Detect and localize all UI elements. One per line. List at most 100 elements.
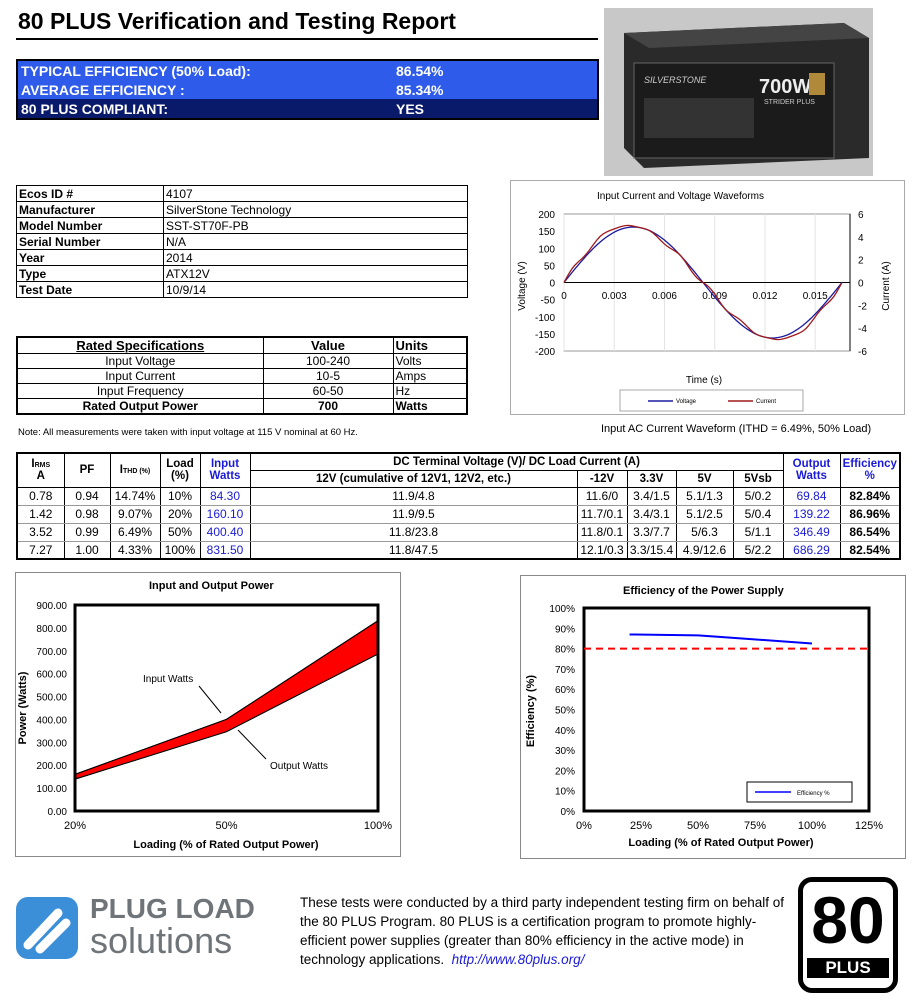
table-cell: 7.27 (16, 540, 65, 560)
table-cell: 5/0.2 (732, 486, 784, 506)
info-label: Manufacturer (16, 201, 164, 218)
col-header: Rated Specifications (16, 336, 264, 354)
y-tick-label: 900.00 (36, 601, 67, 612)
y-tick-label: 100 (538, 244, 555, 255)
y2-tick-label: 4 (858, 233, 864, 244)
x-axis-label: Time (s) (686, 375, 722, 386)
info-value: N/A (163, 233, 468, 250)
table-cell: 5/0.4 (732, 504, 784, 524)
spec-row: Input Voltage 100-240 Volts (16, 353, 468, 369)
table-cell: 82.84% (839, 486, 901, 506)
y-tick-label: 150 (538, 227, 555, 238)
table-cell: 5/1.1 (732, 522, 784, 542)
table-cell: 5/6.3 (675, 522, 734, 542)
test-results-table: IRMS A PF ITHD (%) Load (%) Input Watts D… (16, 452, 901, 560)
spec-row: Input Current 10-5 Amps (16, 368, 468, 384)
table-cell: 11.8/47.5 (249, 540, 578, 560)
x-axis-label: Loading (% of Rated Output Power) (628, 837, 813, 849)
badge-number: 80 (811, 883, 885, 957)
ithd-header: ITHD (%) (119, 464, 151, 477)
website-link[interactable]: http://www.80plus.org/ (451, 952, 585, 967)
y-tick-label: 700.00 (36, 647, 67, 658)
info-label: Test Date (16, 281, 164, 298)
y-tick-label: 0.00 (48, 807, 68, 818)
y-tick-label: 50 (544, 261, 556, 272)
table-cell: 11.6/0 (576, 486, 628, 506)
summary-box: TYPICAL EFFICIENCY (50% Load): 86.54% AVE… (16, 59, 599, 120)
x-tick-label: 50% (215, 820, 237, 832)
table-cell: 82.54% (839, 540, 901, 560)
psu-image: SILVERSTONE 700W STRIDER PLUS (624, 23, 869, 168)
table-cell: 0.94 (63, 486, 111, 506)
table-cell: 4.9/12.6 (675, 540, 734, 560)
y-axis-label: Power (Watts) (17, 671, 29, 744)
table-cell: 11.8/23.8 (249, 522, 578, 542)
summary-label: AVERAGE EFFICIENCY : (21, 81, 185, 98)
info-value: ATX12V (163, 265, 468, 282)
y-tick-label: 200.00 (36, 761, 67, 772)
table-cell: 831.50 (199, 540, 251, 560)
table-cell: 3.4/1.5 (626, 486, 677, 506)
x-tick-label: 125% (855, 820, 883, 832)
series-efficiency-line (629, 633, 813, 645)
table-cell: 11.9/4.8 (249, 486, 578, 506)
summary-label: TYPICAL EFFICIENCY (50% Load): (21, 62, 251, 79)
table-cell: 14.74% (109, 486, 161, 506)
table-cell: 0.98 (63, 504, 111, 524)
table-row: 7.27 1.00 4.33% 100% 831.50 11.8/47.5 12.1/0.3… (16, 540, 901, 560)
chart-title: Input Current and Voltage Waveforms (597, 191, 764, 202)
spec-cell: Input Current (16, 368, 264, 384)
info-label: Ecos ID # (16, 185, 164, 202)
table-cell: 4.33% (109, 540, 161, 560)
y-tick-label: -100 (535, 313, 555, 324)
table-cell: 11.9/9.5 (249, 504, 578, 524)
info-label: Year (16, 249, 164, 266)
y2-tick-label: 0 (858, 279, 864, 290)
table-cell: 5.1/2.5 (675, 504, 734, 524)
y2-tick-label: -6 (858, 347, 867, 358)
unit: A (36, 470, 45, 483)
plot-area (73, 603, 380, 813)
x-tick-label: 50% (687, 820, 709, 832)
annotation-input-watts: Input Watts (143, 674, 193, 685)
y2-tick-label: 2 (858, 256, 864, 267)
summary-value: 86.54% (396, 62, 444, 79)
spec-cell: Rated Output Power (16, 398, 264, 415)
annotation-arrow (198, 685, 222, 714)
table-cell: 686.29 (782, 540, 841, 560)
spec-row: Rated Output Power 700 Watts (16, 398, 468, 415)
chart-title: Efficiency of the Power Supply (623, 585, 785, 597)
waveform-caption: Input AC Current Waveform (ITHD = 6.49%,… (601, 423, 872, 435)
x-tick-label: 0% (576, 820, 592, 832)
info-row: Ecos ID #4107 (16, 185, 468, 202)
info-label: Model Number (16, 217, 164, 234)
info-label: Type (16, 265, 164, 282)
spec-cell: 60-50 (262, 383, 394, 399)
product-info-table: Ecos ID #4107 Manufacturer SilverStone Tec… (16, 185, 468, 298)
y-tick-label: 500.00 (36, 693, 67, 704)
y-tick-label: -150 (535, 330, 555, 341)
summary-value: 85.34% (396, 81, 444, 98)
table-cell: 3.3/15.4 (626, 540, 677, 560)
y-axis-label: Voltage (V) (517, 261, 528, 310)
y-tick-label: 0 (549, 279, 555, 290)
plot-area (582, 606, 871, 813)
x-tick-label: 75% (744, 820, 766, 832)
page-title: 80 PLUS Verification and Testing Report (18, 8, 456, 34)
col-efficiency: Efficiency % (839, 452, 901, 488)
y2-tick-label: -2 (858, 301, 867, 312)
svg-text:STRIDER PLUS: STRIDER PLUS (764, 99, 815, 106)
y-tick-label: 60% (555, 685, 575, 696)
legend-label: Current (756, 399, 776, 405)
table-cell: 3.52 (16, 522, 65, 542)
info-value: SST-ST70F-PB (163, 217, 468, 234)
col-pf: PF (63, 452, 111, 488)
info-value: 4107 (163, 185, 468, 202)
svg-text:SILVERSTONE: SILVERSTONE (644, 75, 707, 85)
y-tick-label: 300.00 (36, 738, 67, 749)
col-irms: IRMS A (16, 452, 65, 488)
col-output-watts: Output Watts (782, 452, 841, 488)
table-cell: 11.8/0.1 (576, 522, 628, 542)
info-row: Manufacturer SilverStone Technology (16, 201, 468, 218)
irms-header: IRMS (31, 458, 51, 471)
